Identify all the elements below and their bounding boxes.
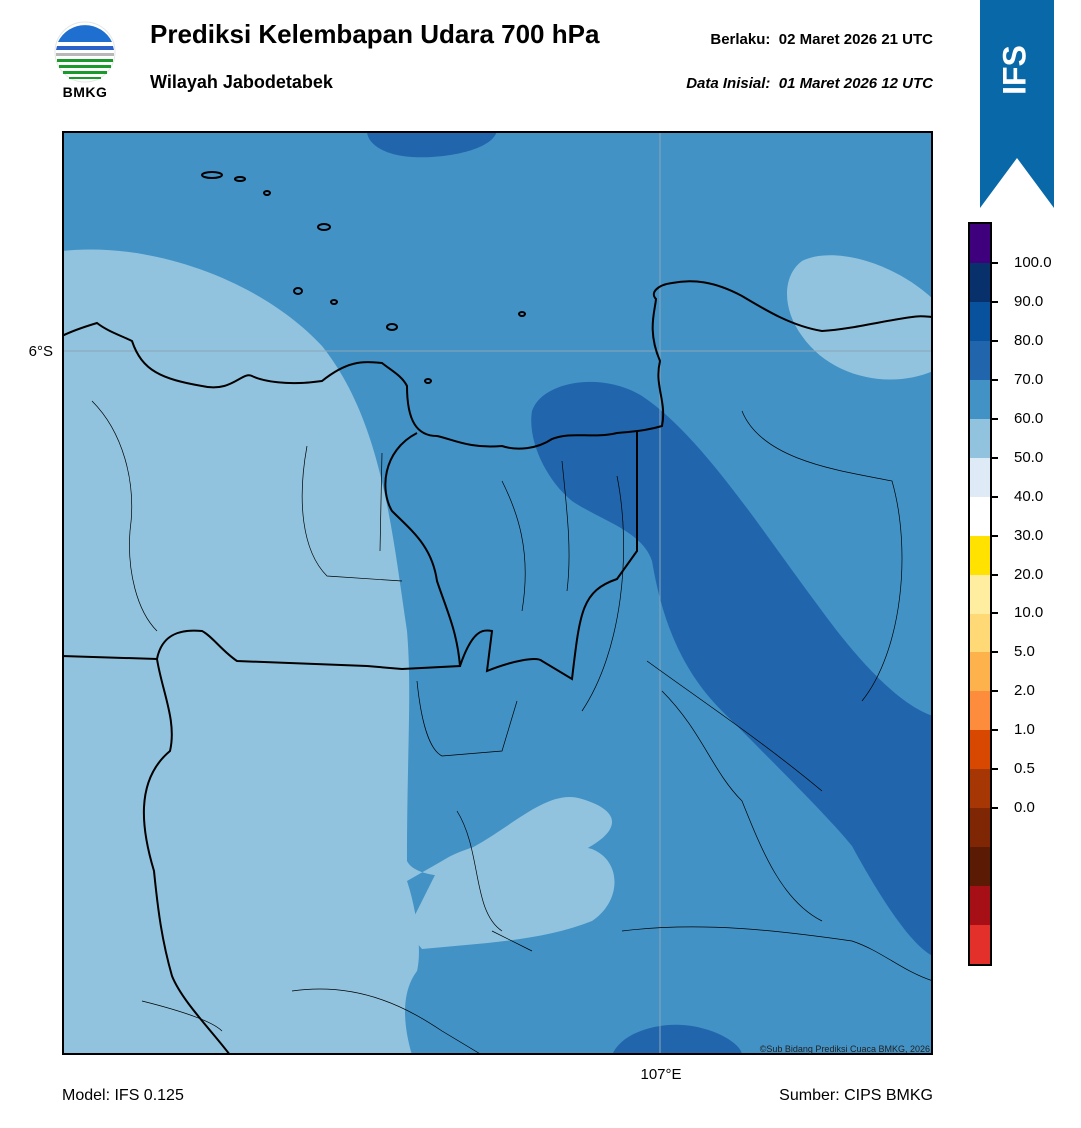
colorbar-label: 100.0 [1014, 253, 1052, 271]
colorbar-segment [970, 886, 990, 926]
colorbar-tick [991, 612, 998, 615]
colorbar-segment [970, 613, 990, 653]
colorbar-tick [991, 729, 998, 732]
colorbar [968, 222, 992, 966]
colorbar-tick [991, 417, 998, 420]
humidity-map [62, 131, 933, 1055]
colorbar-segment [970, 301, 990, 341]
longitude-label: 107°E [640, 1066, 682, 1083]
island [234, 176, 246, 182]
coastline [62, 280, 933, 450]
colorbar-tick [991, 651, 998, 654]
colorbar-tick [991, 807, 998, 810]
colorbar-label: 2.0 [1014, 682, 1035, 700]
island [201, 171, 223, 179]
fill-dark-band [531, 381, 933, 956]
region-subtitle: Wilayah Jabodetabek [150, 72, 333, 92]
colorbar-label: 80.0 [1014, 331, 1044, 349]
island [424, 378, 432, 384]
valid-time: Berlaku: 02 Maret 2026 21 UTC [710, 31, 933, 48]
colorbar-segment [970, 496, 990, 536]
colorbar-label: 50.0 [1014, 448, 1044, 466]
regency-border [91, 400, 933, 1055]
colorbar-tick [991, 768, 998, 771]
logo-text: BMKG [62, 84, 108, 100]
colorbar-segment [970, 418, 990, 458]
colorbar-tick [991, 573, 998, 576]
colorbar-tick [991, 690, 998, 693]
map-frame [62, 131, 933, 1055]
island [293, 287, 303, 295]
colorbar-label: 10.0 [1014, 604, 1044, 622]
colorbar-segment [970, 262, 990, 302]
colorbar-label: 70.0 [1014, 370, 1044, 388]
valid-label: Berlaku: [710, 31, 771, 48]
colorbar-segment [970, 847, 990, 887]
island [330, 299, 338, 305]
colorbar-label: 1.0 [1014, 721, 1035, 739]
colorbar-tick [991, 534, 998, 537]
colorbar-tick [991, 261, 998, 264]
colorbar-label: 0.0 [1014, 799, 1035, 817]
colorbar-label: 40.0 [1014, 487, 1044, 505]
fill-light-northeast [787, 255, 933, 380]
colorbar-label: 0.5 [1014, 760, 1035, 778]
island [317, 223, 331, 231]
colorbar-tick [991, 495, 998, 498]
colorbar-label: 60.0 [1014, 409, 1044, 427]
colorbar-label: 90.0 [1014, 292, 1044, 310]
ribbon-text: IFS [996, 45, 1032, 95]
model-label: Model: IFS 0.125 [62, 1087, 184, 1104]
colorbar-segment [970, 379, 990, 419]
latitude-label: 6°S [28, 343, 53, 360]
copyright-text: ©Sub Bidang Prediksi Cuaca BMKG, 2026 [759, 1044, 930, 1054]
colorbar-tick [991, 339, 998, 342]
colorbar-segment [970, 652, 990, 692]
colorbar-segment [970, 808, 990, 848]
bmkg-logo-icon [50, 20, 120, 104]
colorbar-label: 5.0 [1014, 643, 1035, 661]
colorbar-segment [970, 535, 990, 575]
province-border [62, 432, 462, 671]
province-border [459, 431, 638, 681]
fill-dark-bottom [612, 1024, 742, 1055]
colorbar-segment [970, 457, 990, 497]
colorbar-tick [991, 378, 998, 381]
colorbar-tick [991, 300, 998, 303]
province-border [142, 658, 231, 1055]
init-value: 01 Maret 2026 12 UTC [778, 75, 933, 92]
init-label: Data Inisial: [686, 75, 771, 92]
island [263, 190, 271, 196]
source-label: Sumber: CIPS BMKG [779, 1087, 933, 1104]
colorbar-segment [970, 769, 990, 809]
colorbar-tick [991, 456, 998, 459]
valid-value: 02 Maret 2026 21 UTC [778, 31, 933, 48]
ifs-ribbon: IFS [980, 0, 1054, 210]
colorbar-segment [970, 730, 990, 770]
colorbar-label: 20.0 [1014, 565, 1044, 583]
island [518, 311, 526, 317]
colorbar-segment [970, 340, 990, 380]
colorbar-segment [970, 224, 990, 263]
fill-light-south [407, 840, 615, 949]
fill-dark-top [367, 131, 497, 158]
init-time: Data Inisial: 01 Maret 2026 12 UTC [686, 75, 933, 92]
colorbar-segment [970, 925, 990, 965]
island [386, 323, 398, 331]
colorbar-segment [970, 574, 990, 614]
colorbar-label: 30.0 [1014, 526, 1044, 544]
page-title: Prediksi Kelembapan Udara 700 hPa [150, 19, 600, 49]
colorbar-segment [970, 691, 990, 731]
